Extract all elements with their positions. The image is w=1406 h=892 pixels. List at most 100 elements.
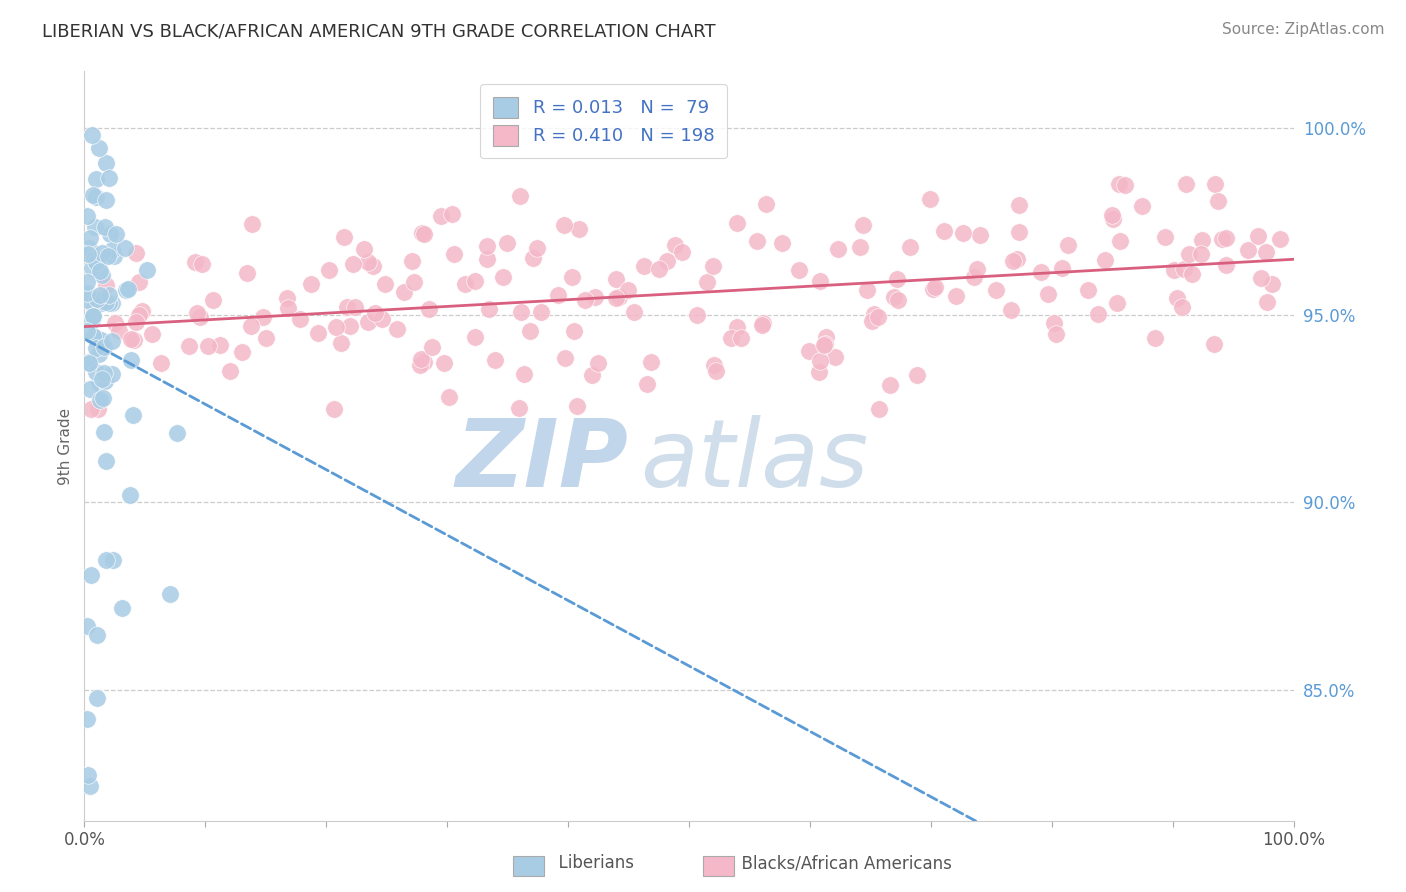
Point — [190, 257, 212, 271]
Point — [91, 372, 114, 386]
Point — [1256, 245, 1278, 260]
Point — [921, 283, 943, 297]
Point — [394, 285, 416, 299]
Point — [122, 408, 145, 422]
Point — [1000, 303, 1022, 318]
Point — [79, 382, 101, 396]
Point — [863, 307, 886, 321]
Point — [128, 275, 150, 289]
Point — [696, 275, 718, 289]
Point — [824, 350, 846, 364]
Point — [94, 553, 117, 567]
Point — [276, 291, 298, 305]
Point — [856, 283, 879, 297]
Point — [240, 217, 263, 231]
Point — [353, 243, 375, 257]
Text: LIBERIAN VS BLACK/AFRICAN AMERICAN 9TH GRADE CORRELATION CHART: LIBERIAN VS BLACK/AFRICAN AMERICAN 9TH G… — [42, 22, 716, 40]
Point — [149, 356, 172, 370]
Point — [77, 246, 100, 260]
Point — [125, 245, 148, 260]
Point — [97, 248, 120, 262]
Point — [83, 301, 105, 315]
Point — [1237, 243, 1260, 257]
Point — [437, 390, 460, 404]
Point — [82, 187, 104, 202]
Point — [86, 292, 108, 306]
Point — [1007, 225, 1029, 239]
Point — [1052, 260, 1074, 275]
Point — [333, 230, 356, 244]
Point — [464, 274, 486, 288]
Text: ZIP: ZIP — [456, 415, 628, 507]
Point — [385, 322, 408, 336]
Point — [101, 553, 124, 567]
Point — [94, 193, 117, 207]
Point — [1101, 208, 1123, 222]
Point — [98, 296, 121, 310]
Point — [86, 255, 108, 269]
Point — [720, 331, 742, 345]
Point — [84, 365, 107, 379]
Text: Blacks/African Americans: Blacks/African Americans — [731, 855, 952, 872]
Point — [364, 306, 387, 320]
Point — [898, 240, 921, 254]
Y-axis label: 9th Grade: 9th Grade — [58, 408, 73, 484]
Point — [952, 227, 974, 241]
Point — [94, 375, 117, 389]
Point — [141, 327, 163, 342]
Point — [430, 209, 453, 223]
Point — [1174, 177, 1197, 191]
Point — [562, 324, 585, 338]
Point — [418, 301, 440, 316]
Point — [86, 690, 108, 705]
Point — [1043, 316, 1066, 330]
Point — [879, 378, 901, 392]
Point — [80, 313, 103, 327]
Point — [583, 290, 606, 304]
Point — [605, 271, 627, 285]
Point — [299, 277, 322, 291]
Point — [1256, 295, 1278, 310]
Point — [93, 340, 115, 354]
Point — [86, 171, 108, 186]
Point — [94, 278, 117, 293]
Point — [98, 227, 121, 241]
Point — [568, 222, 591, 236]
Point — [402, 275, 425, 289]
Point — [655, 253, 678, 268]
Point — [86, 401, 108, 416]
Point — [1029, 265, 1052, 279]
Point — [87, 376, 110, 390]
Point — [814, 337, 837, 351]
Point — [513, 367, 536, 381]
Point — [963, 270, 986, 285]
Point — [411, 226, 433, 240]
Point — [475, 239, 498, 253]
Point — [770, 236, 793, 251]
Point — [813, 338, 835, 352]
Point — [84, 341, 107, 355]
Point — [1268, 231, 1291, 245]
Point — [868, 401, 890, 416]
Point — [1180, 267, 1202, 281]
Point — [166, 425, 188, 440]
Point — [343, 300, 366, 314]
Point — [361, 259, 384, 273]
Point — [1094, 252, 1116, 267]
Point — [1261, 277, 1284, 291]
Text: Liberians: Liberians — [548, 855, 634, 872]
Point — [509, 189, 531, 203]
Point — [89, 263, 111, 277]
Point — [1208, 194, 1230, 209]
Point — [80, 261, 103, 276]
Point — [751, 318, 773, 332]
Point — [530, 304, 553, 318]
Point — [90, 268, 112, 283]
Point — [664, 238, 686, 252]
Point — [322, 401, 344, 416]
Point — [586, 356, 609, 370]
Point — [82, 309, 104, 323]
Point — [1087, 306, 1109, 320]
Point — [239, 318, 262, 333]
Text: atlas: atlas — [641, 416, 869, 507]
